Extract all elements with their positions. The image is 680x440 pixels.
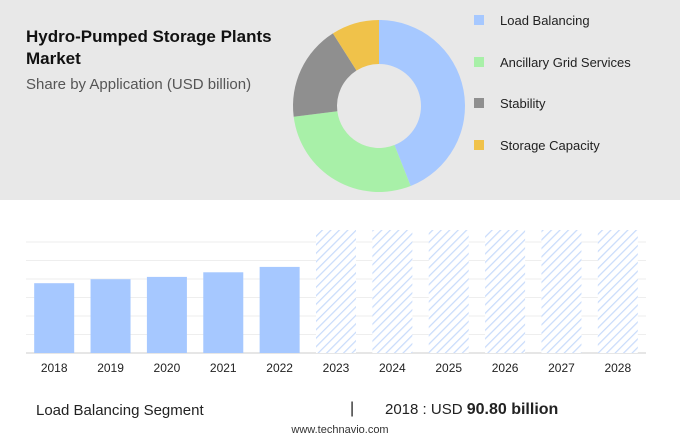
legend-label: Stability [500, 95, 546, 111]
bar-2021 [203, 272, 244, 353]
x-tick-label: 2026 [492, 361, 519, 375]
forecast-bar-2026 [485, 230, 526, 353]
forecast-bar-2025 [428, 230, 469, 353]
x-tick-label: 2019 [97, 361, 124, 375]
donut-slice-load-balancing [379, 20, 465, 186]
segment-label: Load Balancing Segment [36, 402, 204, 419]
legend-item-storage-capacity: Storage Capacity [474, 136, 600, 154]
forecast-bar-2023 [316, 230, 356, 353]
legend-label: Load Balancing [500, 12, 590, 28]
segment-year-prefix: 2018 : USD [385, 401, 467, 418]
legend-swatch [474, 98, 484, 108]
donut-slice-storage-capacity [332, 20, 379, 71]
footer-divider: | [350, 400, 355, 417]
segment-value: 2018 : USD 90.80 billion [385, 401, 558, 419]
page-title: Hydro-Pumped Storage Plants Market [26, 27, 272, 68]
legend-swatch [474, 57, 484, 67]
page-subtitle: Share by Application (USD billion) [26, 76, 252, 93]
x-tick-label: 2028 [604, 361, 631, 375]
x-tick-label: 2022 [266, 361, 293, 375]
donut-slice-ancillary-grid-services [293, 111, 411, 193]
x-tick-label: 2020 [154, 361, 181, 375]
bar-2019 [90, 279, 131, 353]
forecast-bar-2027 [541, 230, 582, 353]
legend-swatch [474, 15, 484, 25]
x-tick-label: 2018 [41, 361, 68, 375]
x-tick-label: 2024 [379, 361, 406, 375]
source-url: www.technavio.com [291, 424, 389, 436]
bar-chart: 2018 2019 2020 2021 2022 2023 2024 2025 2026 2027… [26, 230, 646, 375]
forecast-bar-2028 [597, 230, 638, 353]
donut-chart [293, 20, 465, 193]
legend-item-load-balancing: Load Balancing [474, 11, 590, 29]
segment-value-amount: 90.80 billion [466, 401, 559, 418]
legend-label: Ancillary Grid Services [500, 54, 631, 70]
legend-item-ancillary-grid-services: Ancillary Grid Services [474, 53, 631, 71]
bar-2022 [259, 266, 300, 353]
bar-2018 [34, 283, 75, 353]
x-tick-label: 2023 [323, 361, 350, 375]
x-tick-label: 2025 [435, 361, 462, 375]
x-tick-label: 2021 [210, 361, 237, 375]
legend-item-stability: Stability [474, 94, 546, 112]
legend-label: Storage Capacity [500, 137, 600, 153]
donut-slice-stability [293, 33, 357, 117]
legend-swatch [474, 140, 484, 150]
x-tick-label: 2027 [548, 361, 575, 375]
bar-2020 [146, 276, 187, 353]
forecast-bar-2024 [372, 230, 413, 353]
chart-legend: Load Balancing Ancillary Grid Services S… [474, 0, 674, 200]
